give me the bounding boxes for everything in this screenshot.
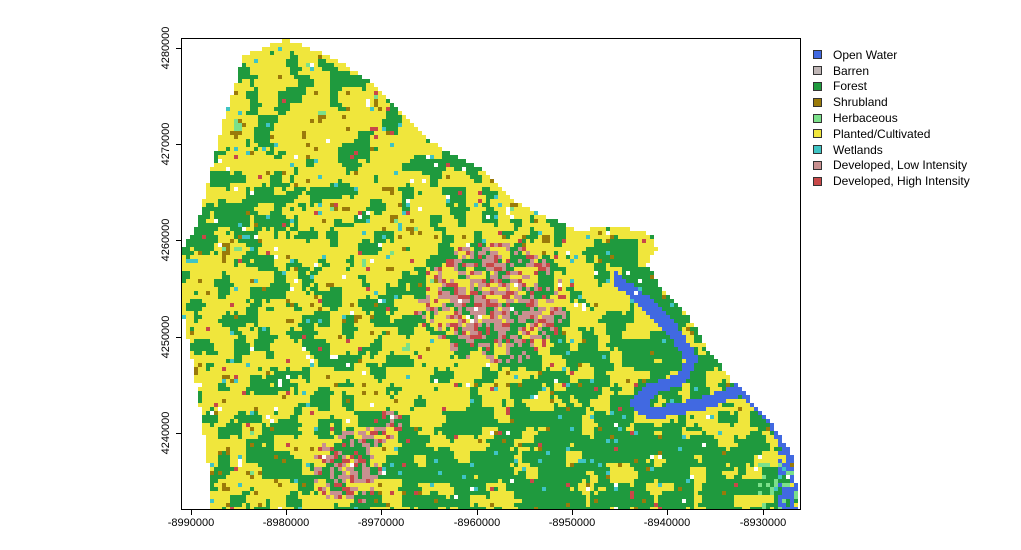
y-tick-mark [176, 48, 181, 49]
x-tick-mark [286, 510, 287, 515]
y-tick-label: 4280000 [160, 26, 172, 70]
legend-item: Herbaceous [813, 110, 970, 126]
legend-item: Developed, Low Intensity [813, 158, 970, 174]
legend-label: Planted/Cultivated [833, 126, 931, 141]
x-tick-mark [667, 510, 668, 515]
legend-label: Barren [833, 63, 870, 78]
y-tick-mark [176, 144, 181, 145]
x-tick-mark [381, 510, 382, 515]
x-tick-label: -8930000 [739, 517, 787, 529]
x-tick-label: -8960000 [453, 517, 501, 529]
y-tick-mark [176, 433, 181, 434]
x-tick-label: -8980000 [262, 517, 310, 529]
legend-label: Shrubland [833, 95, 888, 110]
legend-swatch-barren [813, 66, 822, 76]
legend-swatch-shrubland [813, 97, 822, 107]
x-tick-label: -8970000 [357, 517, 405, 529]
legend-item: Barren [813, 63, 970, 79]
map-panel [181, 38, 801, 510]
legend-swatch-forest [813, 81, 822, 91]
y-tick-mark [176, 337, 181, 338]
legend-label: Forest [833, 79, 868, 94]
legend-swatch-herbaceous [813, 113, 822, 123]
legend-swatch-developed-low [813, 160, 822, 170]
legend-label: Developed, High Intensity [833, 174, 970, 189]
legend-swatch-open-water [813, 50, 822, 60]
legend: Open Water Barren Forest Shrubland Herba… [813, 47, 970, 189]
x-tick-mark [572, 510, 573, 515]
y-tick-label: 4240000 [160, 411, 172, 455]
legend-label: Wetlands [833, 142, 883, 157]
land-cover-raster [182, 39, 798, 509]
legend-item: Forest [813, 79, 970, 95]
legend-swatch-planted [813, 129, 822, 139]
x-tick-label: -8990000 [167, 517, 215, 529]
legend-label: Open Water [833, 47, 898, 62]
y-tick-label: 4270000 [160, 122, 172, 166]
y-tick-mark [176, 240, 181, 241]
legend-swatch-developed-high [813, 176, 822, 186]
legend-item: Shrubland [813, 94, 970, 110]
x-tick-mark [477, 510, 478, 515]
y-tick-label: 4260000 [160, 218, 172, 262]
x-tick-mark [191, 510, 192, 515]
legend-label: Developed, Low Intensity [833, 158, 968, 173]
legend-item: Developed, High Intensity [813, 173, 970, 189]
legend-swatch-wetlands [813, 145, 822, 155]
x-tick-label: -8950000 [548, 517, 596, 529]
x-tick-label: -8940000 [643, 517, 691, 529]
legend-item: Open Water [813, 47, 970, 63]
legend-item: Planted/Cultivated [813, 126, 970, 142]
legend-item: Wetlands [813, 142, 970, 158]
legend-label: Herbaceous [833, 111, 898, 126]
x-tick-mark [763, 510, 764, 515]
y-tick-label: 4250000 [160, 315, 172, 359]
